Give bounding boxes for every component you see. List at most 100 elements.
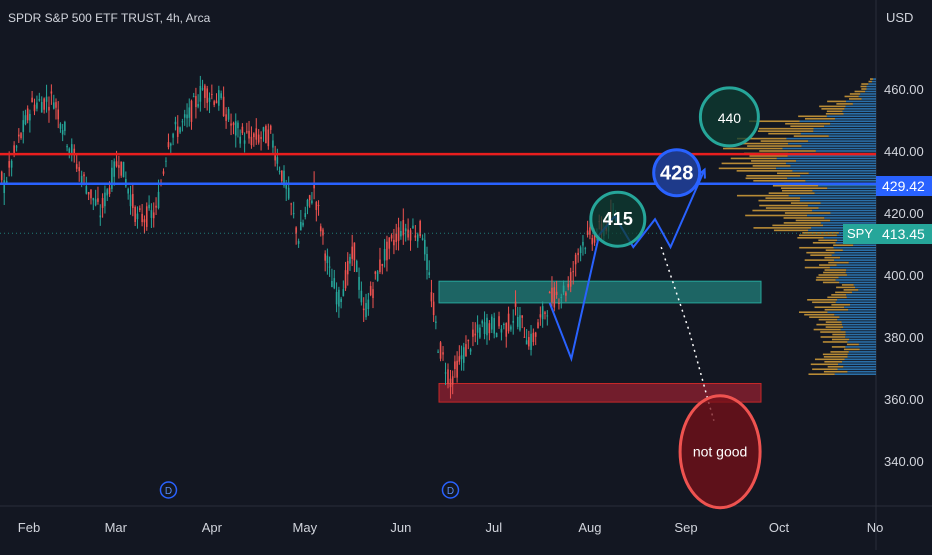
candle-body	[106, 189, 109, 196]
candle-body	[328, 266, 331, 268]
volume-profile-down-bar	[824, 269, 847, 271]
candle-body	[512, 320, 515, 323]
volume-profile-down-bar	[721, 162, 786, 165]
volume-profile-down-bar	[759, 204, 808, 207]
candle-body	[248, 130, 250, 139]
candle-body	[75, 164, 78, 169]
volume-profile-down-bar	[822, 341, 848, 343]
volume-profile-down-bar	[773, 229, 809, 232]
volume-profile-up-bar	[800, 175, 876, 177]
target-circle-428	[652, 148, 702, 198]
volume-profile-down-bar	[758, 199, 800, 202]
volume-profile-up-bar	[799, 120, 876, 123]
candle-body	[0, 171, 3, 181]
candle-body	[227, 109, 230, 120]
volume-profile-down-bar	[790, 202, 821, 204]
candle-body	[204, 85, 206, 98]
volume-profile-up-bar	[787, 177, 876, 180]
candle-body	[150, 210, 153, 218]
candle-body	[386, 241, 388, 261]
candle-body	[423, 239, 426, 255]
candle-body	[465, 344, 467, 357]
y-tick-label: 440.00	[884, 144, 924, 159]
candle-body	[340, 298, 342, 303]
candle-body	[122, 161, 125, 178]
candle-body	[551, 287, 553, 302]
candle-body	[85, 186, 88, 194]
volume-profile-down-bar	[861, 83, 869, 85]
candle-body	[519, 315, 521, 331]
volume-profile-up-bar	[792, 170, 876, 172]
volume-profile-up-bar	[834, 373, 876, 375]
volume-profile-up-bar	[847, 353, 876, 356]
candle-body	[319, 226, 322, 232]
candle-body	[523, 336, 526, 338]
candle-body	[253, 133, 255, 138]
candle-body	[577, 252, 579, 256]
candle-body	[315, 202, 318, 210]
candle-body	[432, 301, 435, 316]
x-tick-label: Jun	[390, 520, 411, 535]
candle-body	[430, 292, 433, 302]
volume-profile-down-bar	[747, 145, 802, 147]
volume-profile-up-bar	[833, 246, 876, 249]
volume-profile-down-bar	[809, 316, 840, 318]
candle-body	[295, 227, 297, 234]
volume-profile-down-bar	[808, 373, 835, 375]
volume-profile-down-bar	[804, 313, 835, 316]
volume-profile-up-bar	[830, 122, 876, 125]
candle-body	[274, 155, 276, 161]
candle-body	[503, 323, 505, 326]
volume-profile-up-bar	[859, 348, 876, 351]
volume-profile-down-bar	[824, 256, 841, 259]
candle-body	[40, 102, 43, 113]
candle-body	[404, 228, 407, 232]
volume-profile-up-bar	[812, 209, 876, 212]
candle-body	[181, 121, 184, 123]
volume-profile-up-bar	[824, 217, 876, 219]
candle-body	[472, 329, 474, 337]
x-tick-label: No	[867, 520, 884, 535]
volume-profile-up-bar	[846, 100, 876, 103]
candle-body	[115, 161, 118, 167]
volume-profile-up-bar	[795, 160, 876, 162]
volume-profile-up-bar	[830, 212, 876, 214]
volume-profile-up-bar	[872, 78, 876, 80]
not-good-label: not good	[693, 444, 748, 460]
candle-body	[190, 100, 193, 122]
volume-profile-up-bar	[808, 229, 876, 232]
volume-profile-down-bar	[758, 127, 814, 130]
candle-body	[306, 199, 309, 207]
candle-body	[52, 102, 55, 109]
volume-profile-up-bar	[849, 338, 876, 341]
candle-body	[544, 312, 546, 314]
candle-body	[383, 248, 386, 261]
candle-body	[64, 121, 66, 131]
volume-profile-down-bar	[825, 249, 843, 251]
candle-body	[530, 333, 532, 350]
volume-profile-up-bar	[842, 323, 876, 326]
volume-profile-down-bar	[736, 194, 789, 197]
volume-profile-up-bar	[842, 249, 876, 251]
x-tick-label: Feb	[18, 520, 40, 535]
volume-profile-up-bar	[830, 219, 876, 222]
volume-profile-down-bar	[757, 130, 814, 132]
volume-profile-down-bar	[835, 291, 852, 294]
support-zone-red	[438, 383, 762, 403]
candle-body	[388, 237, 391, 249]
candle-body	[143, 219, 146, 223]
volume-profile-down-bar	[760, 140, 809, 142]
candle-body	[476, 324, 479, 333]
candle-body	[546, 315, 549, 317]
candle-body	[120, 161, 122, 176]
candle-body	[313, 183, 315, 189]
volume-profile-up-bar	[845, 333, 876, 336]
volume-profile-up-bar	[805, 179, 876, 182]
volume-profile-down-bar	[832, 333, 846, 336]
candle-body	[579, 247, 582, 253]
volume-profile-down-bar	[830, 351, 849, 353]
volume-profile-up-bar	[847, 341, 876, 343]
candle-body	[250, 136, 253, 146]
